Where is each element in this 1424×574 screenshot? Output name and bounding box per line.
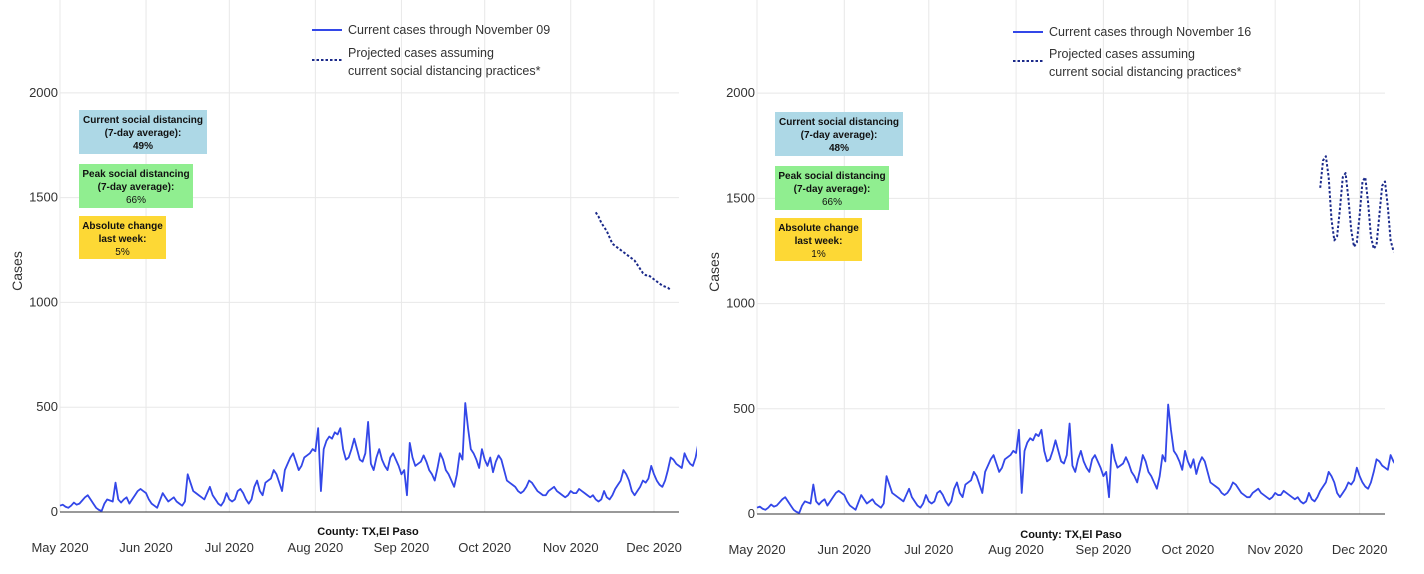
chart-panel-left: 0 500 1000 1500 2000 May 2020 Jun 2020 Jul 2020…: [9, 0, 697, 555]
y-tick-label: 1500: [726, 190, 755, 205]
peak-box-subtitle: (7-day average):: [98, 182, 175, 193]
change-distancing-box: [775, 218, 862, 261]
y-axis-label: Cases: [9, 251, 25, 291]
x-tick-label: Nov 2020: [1247, 542, 1303, 557]
y-tick-label: 2000: [726, 85, 755, 100]
current-cases-line: [756, 403, 1394, 514]
y-tick-label: 500: [733, 401, 755, 416]
legend-projected-label-line1: Projected cases assuming: [1049, 47, 1195, 61]
current-distancing-box: [775, 112, 903, 156]
change-box-value: 5%: [115, 247, 130, 258]
current-box-value: 49%: [133, 141, 153, 152]
y-axis-label: Cases: [706, 252, 722, 292]
x-tick-label: Aug 2020: [988, 542, 1044, 557]
change-box-title: Absolute change: [82, 221, 163, 232]
legend-projected-label-line1: Projected cases assuming: [348, 46, 494, 60]
current-distancing-box: [79, 110, 207, 154]
legend-projected-label-line2: current social distancing practices*: [1049, 65, 1242, 79]
y-tick-label: 0: [748, 506, 755, 521]
peak-box-subtitle: (7-day average):: [794, 184, 871, 195]
y-tick-label: 1000: [29, 294, 58, 309]
current-cases-line: [59, 402, 697, 512]
projected-cases-line: [1319, 155, 1394, 253]
x-tick-label: Sep 2020: [1076, 542, 1132, 557]
peak-box-title: Peak social distancing: [82, 169, 189, 180]
peak-distancing-box: [775, 166, 889, 210]
x-tick-label: Jun 2020: [119, 540, 173, 555]
current-box-subtitle: (7-day average):: [105, 128, 182, 139]
y-tick-label: 0: [51, 504, 58, 519]
x-tick-label: Dec 2020: [1332, 542, 1388, 557]
change-distancing-box: [79, 216, 166, 259]
x-tick-label: May 2020: [728, 542, 785, 557]
x-tick-label: Oct 2020: [1161, 542, 1214, 557]
peak-box-title: Peak social distancing: [778, 171, 885, 182]
current-box-value: 48%: [829, 143, 849, 154]
current-box-subtitle: (7-day average):: [801, 130, 878, 141]
county-label: County: TX,El Paso: [317, 526, 419, 538]
x-tick-label: Jul 2020: [205, 540, 254, 555]
current-box-title: Current social distancing: [83, 115, 203, 126]
x-tick-label: Jun 2020: [818, 542, 872, 557]
peak-distancing-box: [79, 164, 193, 208]
x-tick-label: Aug 2020: [288, 540, 344, 555]
county-label: County: TX,El Paso: [1020, 529, 1122, 541]
change-box-title: Absolute change: [778, 223, 859, 234]
x-tick-label: May 2020: [31, 540, 88, 555]
projected-cases-line: [594, 211, 672, 291]
y-tick-label: 2000: [29, 85, 58, 100]
y-tick-label: 1000: [726, 296, 755, 311]
x-tick-label: Oct 2020: [458, 540, 511, 555]
legend-actual-label: Current cases through November 09: [348, 23, 550, 37]
x-tick-label: Dec 2020: [626, 540, 682, 555]
x-tick-label: Sep 2020: [374, 540, 430, 555]
peak-box-value: 66%: [126, 195, 146, 206]
change-box-subtitle: last week:: [99, 234, 147, 245]
x-tick-label: Nov 2020: [543, 540, 599, 555]
chart-panel-right: 0 500 1000 1500 2000 May 2020 Jun 2020 Jul 2020…: [706, 0, 1394, 557]
y-tick-label: 1500: [29, 190, 58, 205]
peak-box-value: 66%: [822, 197, 842, 208]
y-tick-label: 500: [36, 399, 58, 414]
legend-projected-label-line2: current social distancing practices*: [348, 64, 541, 78]
change-box-value: 1%: [811, 249, 826, 260]
x-tick-label: Jul 2020: [904, 542, 953, 557]
current-box-title: Current social distancing: [779, 117, 899, 128]
legend-actual-label: Current cases through November 16: [1049, 25, 1251, 39]
change-box-subtitle: last week:: [795, 236, 843, 247]
